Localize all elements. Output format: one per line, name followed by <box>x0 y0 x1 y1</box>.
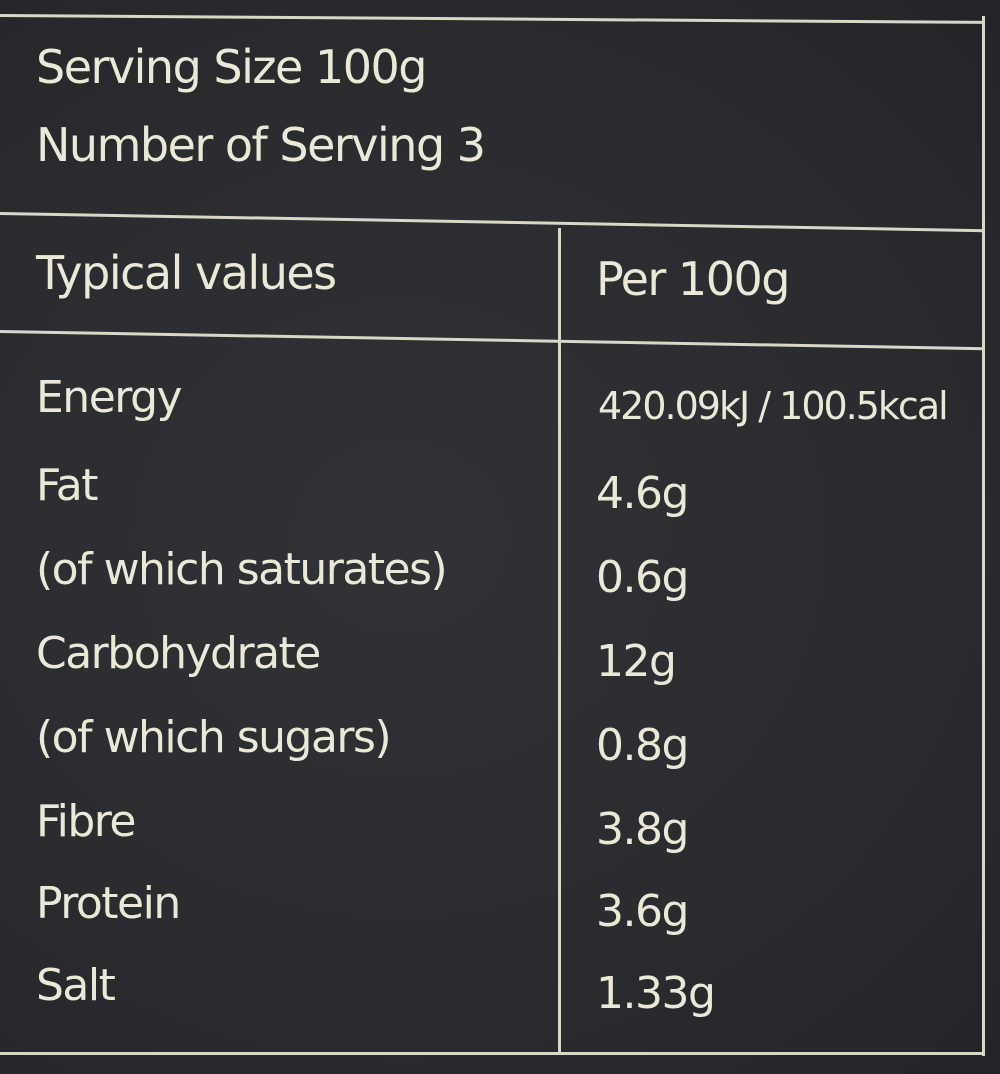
border-top <box>0 14 985 24</box>
number-of-servings: Number of Serving 3 <box>36 118 486 172</box>
row-value-fibre: 3.8g <box>596 804 689 855</box>
divider-serving <box>0 212 985 233</box>
divider-header <box>0 330 985 351</box>
border-right <box>982 16 985 1056</box>
border-bottom <box>0 1052 985 1055</box>
header-typical-values: Typical values <box>36 246 337 300</box>
row-label-saturates: (of which saturates) <box>36 544 448 595</box>
serving-size: Serving Size 100g <box>36 40 427 94</box>
row-value-protein: 3.6g <box>596 886 689 937</box>
row-label-energy: Energy <box>36 372 183 423</box>
row-value-salt: 1.33g <box>596 968 716 1019</box>
row-label-fibre: Fibre <box>36 796 136 847</box>
row-label-carbohydrate: Carbohydrate <box>36 628 321 679</box>
header-per-100g: Per 100g <box>596 252 790 306</box>
row-value-saturates: 0.6g <box>596 552 689 603</box>
row-label-salt: Salt <box>36 960 116 1011</box>
column-divider <box>558 228 561 1054</box>
row-value-carbohydrate: 12g <box>596 636 677 687</box>
row-label-sugars: (of which sugars) <box>36 712 392 763</box>
row-label-protein: Protein <box>36 878 181 929</box>
row-label-fat: Fat <box>36 460 98 511</box>
row-value-sugars: 0.8g <box>596 720 689 771</box>
row-value-energy: 420.09kJ / 100.5kcal <box>598 384 949 428</box>
row-value-fat: 4.6g <box>596 468 689 519</box>
